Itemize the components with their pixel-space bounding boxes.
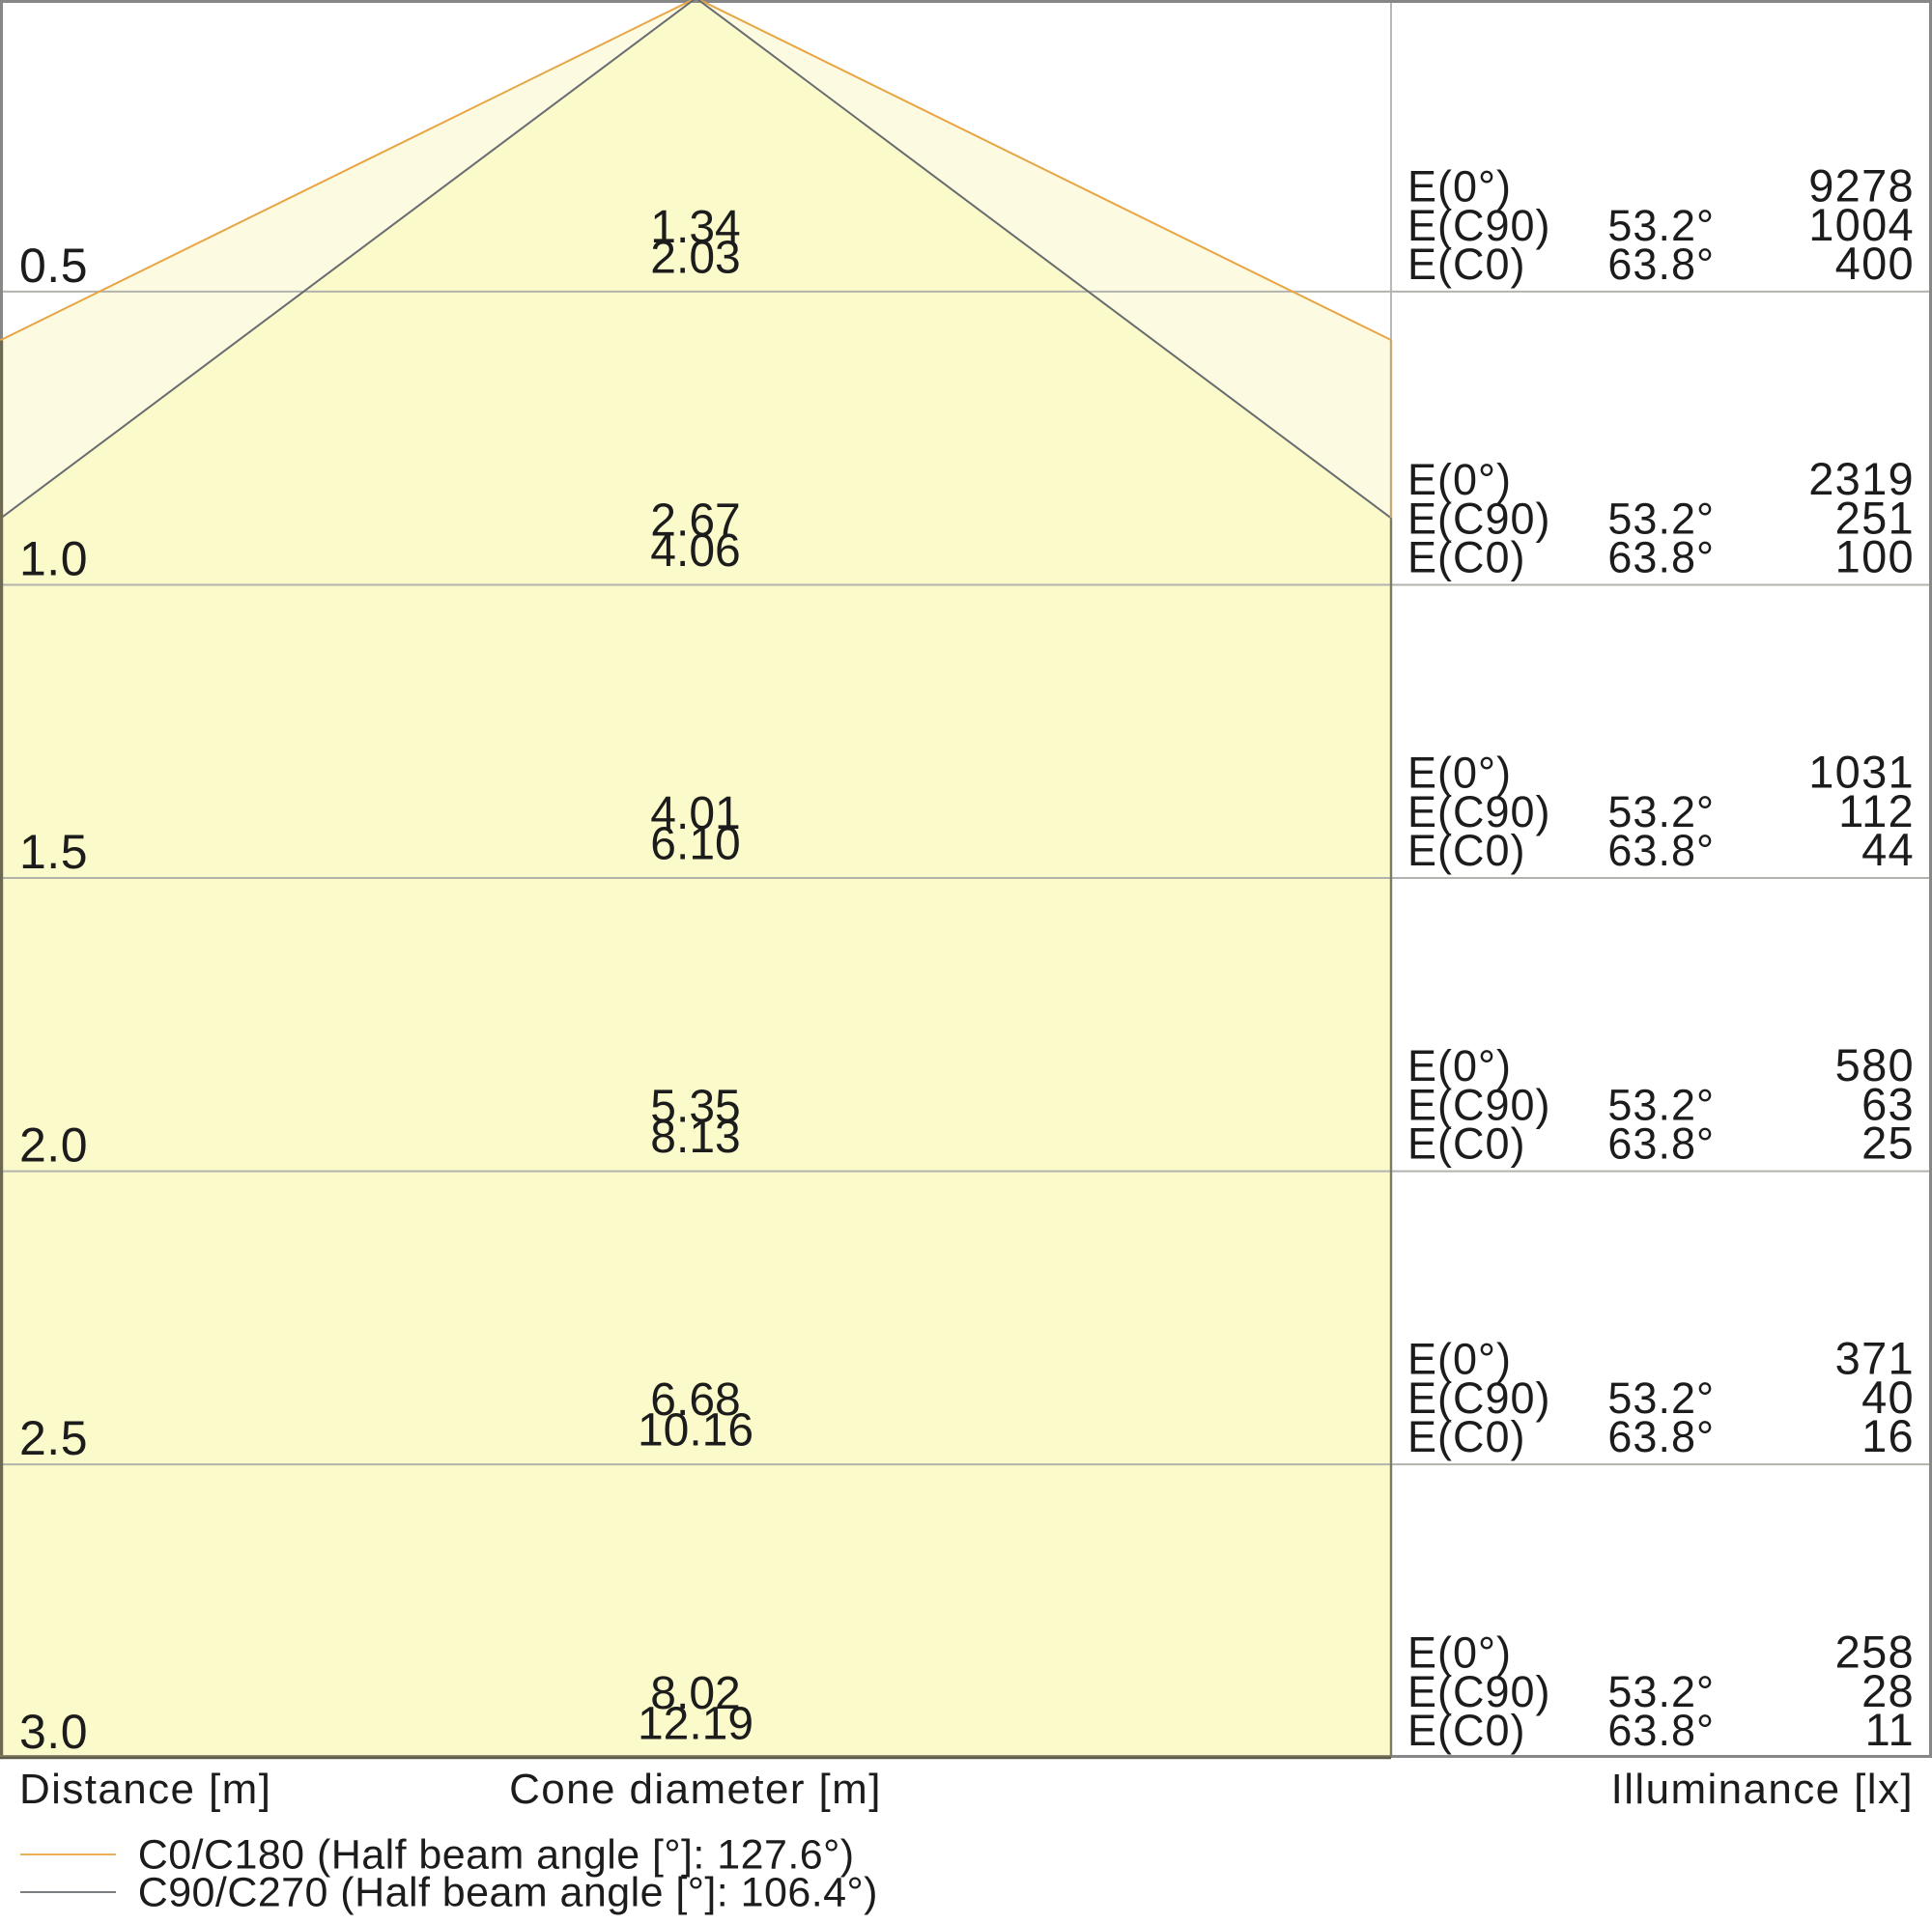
svg-text:258: 258 <box>1835 1627 1915 1678</box>
svg-text:E(C90): E(C90) <box>1407 201 1551 250</box>
svg-text:1004: 1004 <box>1808 199 1915 250</box>
svg-text:44: 44 <box>1861 824 1915 875</box>
svg-text:E(C90): E(C90) <box>1407 787 1551 836</box>
svg-text:E(C0): E(C0) <box>1407 533 1526 582</box>
svg-text:E(C90): E(C90) <box>1407 1081 1551 1130</box>
svg-text:63: 63 <box>1861 1079 1915 1130</box>
svg-text:4.06: 4.06 <box>650 525 740 577</box>
svg-text:0.5: 0.5 <box>19 239 88 293</box>
svg-text:E(C0): E(C0) <box>1407 1706 1526 1755</box>
svg-text:53.2°: 53.2° <box>1607 1373 1715 1423</box>
svg-text:2319: 2319 <box>1808 453 1915 504</box>
svg-text:E(0°): E(0°) <box>1407 161 1512 211</box>
svg-text:10.16: 10.16 <box>638 1405 753 1457</box>
svg-text:E(0°): E(0°) <box>1407 1335 1512 1384</box>
svg-text:40: 40 <box>1861 1372 1915 1423</box>
svg-text:E(0°): E(0°) <box>1407 749 1512 798</box>
svg-text:3.0: 3.0 <box>19 1705 88 1759</box>
svg-text:E(C90): E(C90) <box>1407 1667 1551 1716</box>
svg-text:E(C0): E(C0) <box>1407 1412 1526 1461</box>
svg-text:6.68: 6.68 <box>650 1374 740 1426</box>
svg-text:63.8°: 63.8° <box>1607 533 1715 582</box>
svg-text:371: 371 <box>1835 1333 1915 1384</box>
svg-text:6.10: 6.10 <box>650 819 740 870</box>
svg-text:63.8°: 63.8° <box>1607 1706 1715 1755</box>
svg-text:63.8°: 63.8° <box>1607 240 1715 289</box>
svg-text:53.2°: 53.2° <box>1607 787 1715 836</box>
svg-text:53.2°: 53.2° <box>1607 1081 1715 1130</box>
svg-text:400: 400 <box>1835 238 1915 289</box>
svg-text:E(C0): E(C0) <box>1407 826 1526 875</box>
svg-text:2.03: 2.03 <box>650 232 740 283</box>
svg-text:12.19: 12.19 <box>638 1699 753 1750</box>
svg-text:251: 251 <box>1835 493 1915 544</box>
svg-text:E(C0): E(C0) <box>1407 240 1526 289</box>
svg-text:580: 580 <box>1835 1039 1915 1090</box>
svg-text:5.35: 5.35 <box>650 1082 740 1133</box>
svg-text:11: 11 <box>1865 1704 1915 1755</box>
svg-text:28: 28 <box>1861 1665 1915 1716</box>
svg-text:Distance [m]: Distance [m] <box>19 1766 271 1813</box>
svg-text:E(0°): E(0°) <box>1407 1628 1512 1678</box>
svg-text:16: 16 <box>1861 1410 1915 1461</box>
svg-text:1.5: 1.5 <box>19 825 88 879</box>
svg-text:63.8°: 63.8° <box>1607 1119 1715 1169</box>
svg-text:1.0: 1.0 <box>19 532 88 586</box>
svg-text:Illuminance [lx]: Illuminance [lx] <box>1611 1766 1914 1813</box>
svg-text:C0/C180 (Half beam angle [°]:: C0/C180 (Half beam angle [°]: 127.6°) <box>138 1832 855 1879</box>
svg-text:53.2°: 53.2° <box>1607 495 1715 544</box>
svg-text:2.67: 2.67 <box>650 495 740 547</box>
svg-text:63.8°: 63.8° <box>1607 826 1715 875</box>
svg-text:Cone diameter [m]: Cone diameter [m] <box>509 1766 882 1813</box>
svg-text:1.34: 1.34 <box>650 202 740 253</box>
svg-text:8.02: 8.02 <box>650 1668 740 1719</box>
svg-text:E(C0): E(C0) <box>1407 1119 1526 1169</box>
svg-text:E(0°): E(0°) <box>1407 1041 1512 1090</box>
svg-text:9278: 9278 <box>1808 159 1915 211</box>
svg-text:C90/C270 (Half beam angle [°]:: C90/C270 (Half beam angle [°]: 106.4°) <box>138 1870 878 1916</box>
svg-text:4.01: 4.01 <box>650 788 740 839</box>
svg-text:2.5: 2.5 <box>19 1411 88 1465</box>
svg-text:8.13: 8.13 <box>650 1112 740 1163</box>
svg-text:53.2°: 53.2° <box>1607 201 1715 250</box>
svg-text:2.0: 2.0 <box>19 1118 88 1173</box>
svg-text:E(C90): E(C90) <box>1407 495 1551 544</box>
svg-text:100: 100 <box>1835 531 1915 582</box>
svg-text:112: 112 <box>1838 785 1915 836</box>
svg-text:E(C90): E(C90) <box>1407 1373 1551 1423</box>
svg-text:E(0°): E(0°) <box>1407 455 1512 504</box>
svg-text:1031: 1031 <box>1808 747 1915 798</box>
svg-text:25: 25 <box>1861 1118 1915 1169</box>
svg-text:63.8°: 63.8° <box>1607 1412 1715 1461</box>
svg-text:53.2°: 53.2° <box>1607 1667 1715 1716</box>
